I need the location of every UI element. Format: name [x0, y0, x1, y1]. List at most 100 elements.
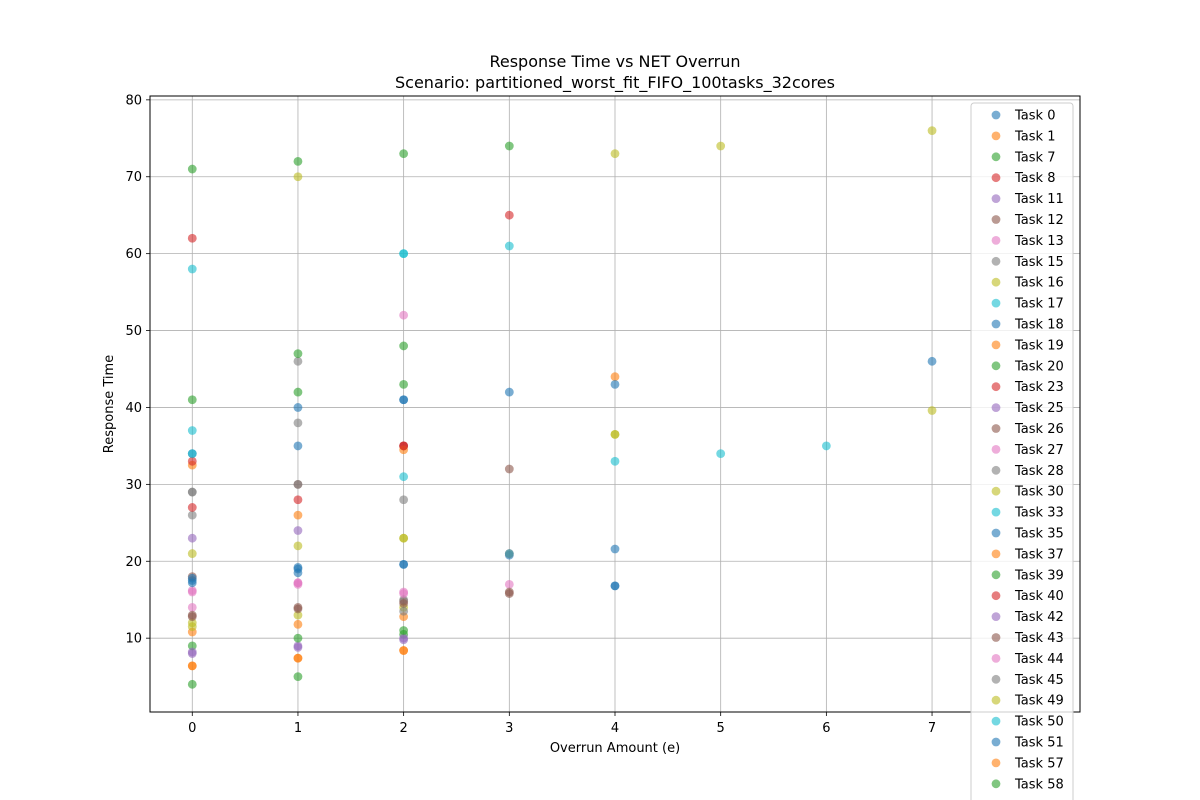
data-point	[399, 495, 409, 505]
x-tick-label: 4	[611, 721, 619, 736]
data-point	[187, 426, 197, 435]
legend-item: Task 17	[991, 297, 1064, 312]
series-task-43	[187, 587, 514, 620]
data-point	[187, 647, 197, 657]
data-point	[504, 141, 514, 151]
legend-marker	[991, 486, 1001, 496]
legend-label: Task 23	[1014, 380, 1064, 395]
data-point	[293, 604, 303, 614]
data-point	[399, 441, 409, 451]
legend-label: Task 33	[1014, 506, 1064, 521]
legend-marker	[991, 674, 1001, 684]
data-point	[187, 395, 197, 405]
series-task-33	[187, 426, 831, 482]
data-point	[504, 579, 514, 589]
legend-item: Task 26	[991, 422, 1064, 437]
legend-item: Task 16	[991, 276, 1064, 291]
data-point	[927, 356, 937, 366]
data-point	[293, 403, 303, 412]
data-point	[293, 156, 303, 166]
data-point	[504, 587, 514, 597]
legend-marker	[991, 152, 1001, 162]
x-axis-ticks: 0 1 2 3 4 5 6 7	[188, 712, 936, 736]
data-point	[504, 549, 514, 558]
legend-marker	[991, 716, 1001, 726]
legend-marker	[991, 236, 1001, 245]
legend-item: Task 0	[991, 109, 1055, 124]
legend-label: Task 0	[1014, 109, 1055, 124]
legend-label: Task 28	[1014, 464, 1064, 479]
data-point	[293, 387, 303, 397]
legend-item: Task 25	[991, 401, 1064, 416]
data-point	[187, 164, 197, 174]
legend-item: Task 35	[991, 527, 1064, 542]
data-point	[293, 633, 303, 643]
series-task-8	[187, 210, 514, 243]
legend: Task 0 Task 1 Task 7 Task 8 Task 11 Task 12 Ta…	[970, 102, 1074, 800]
legend-label: Task 19	[1014, 338, 1064, 353]
data-point	[187, 610, 197, 620]
legend-label: Task 8	[1014, 171, 1055, 186]
legend-item: Task 23	[991, 380, 1064, 395]
series-task-39	[187, 626, 409, 651]
x-tick-label: 3	[505, 721, 513, 736]
legend-marker	[991, 528, 1001, 538]
legend-label: Task 49	[1014, 694, 1064, 709]
legend-marker	[991, 612, 1001, 621]
legend-marker	[991, 758, 1001, 768]
x-tick-label: 1	[294, 721, 302, 736]
series-task-57	[187, 646, 409, 671]
data-point	[610, 149, 620, 159]
legend-item: Task 1	[991, 129, 1055, 144]
data-point	[187, 449, 197, 459]
grid-lines	[150, 96, 1080, 712]
legend-marker	[991, 298, 1001, 308]
data-point	[399, 395, 409, 405]
legend-label: Task 30	[1014, 485, 1064, 500]
data-point	[399, 635, 409, 645]
x-axis-label: Overrun Amount (e)	[550, 741, 680, 756]
legend-item: Task 44	[991, 652, 1064, 667]
data-point	[187, 487, 197, 497]
data-point	[293, 541, 303, 551]
data-point	[293, 526, 303, 535]
legend-label: Task 37	[1014, 547, 1064, 562]
legend-item: Task 13	[991, 234, 1064, 249]
legend-label: Task 17	[1014, 297, 1064, 312]
legend-item: Task 51	[991, 736, 1064, 751]
data-point	[399, 379, 409, 389]
legend-item: Task 15	[991, 255, 1064, 270]
legend-label: Task 16	[1014, 276, 1064, 291]
series-task-51	[187, 395, 620, 591]
series-task-25	[187, 526, 303, 543]
legend-item: Task 12	[991, 213, 1064, 228]
legend-marker	[991, 695, 1001, 705]
data-point	[610, 456, 620, 466]
legend-marker	[991, 110, 1001, 120]
y-tick-label: 50	[125, 324, 142, 339]
legend-item: Task 7	[991, 150, 1055, 165]
legend-item: Task 50	[991, 715, 1064, 730]
legend-marker	[991, 549, 1001, 559]
legend-box	[970, 102, 1074, 800]
legend-item: Task 28	[991, 464, 1064, 479]
data-point	[187, 533, 197, 543]
data-point	[187, 233, 197, 243]
x-tick-label: 6	[822, 721, 830, 736]
legend-item: Task 18	[991, 318, 1064, 333]
legend-marker	[991, 277, 1001, 287]
data-point	[293, 578, 303, 588]
legend-item: Task 58	[991, 777, 1064, 792]
x-tick-label: 2	[399, 721, 407, 736]
data-point	[610, 372, 620, 382]
data-point	[187, 549, 197, 558]
series-task-58	[187, 149, 409, 359]
data-point	[187, 510, 197, 520]
data-point	[399, 249, 409, 259]
legend-item: Task 11	[991, 192, 1064, 207]
y-tick-label: 10	[125, 632, 142, 647]
legend-marker	[991, 256, 1001, 266]
legend-marker	[991, 507, 1001, 517]
legend-label: Task 39	[1014, 568, 1064, 583]
